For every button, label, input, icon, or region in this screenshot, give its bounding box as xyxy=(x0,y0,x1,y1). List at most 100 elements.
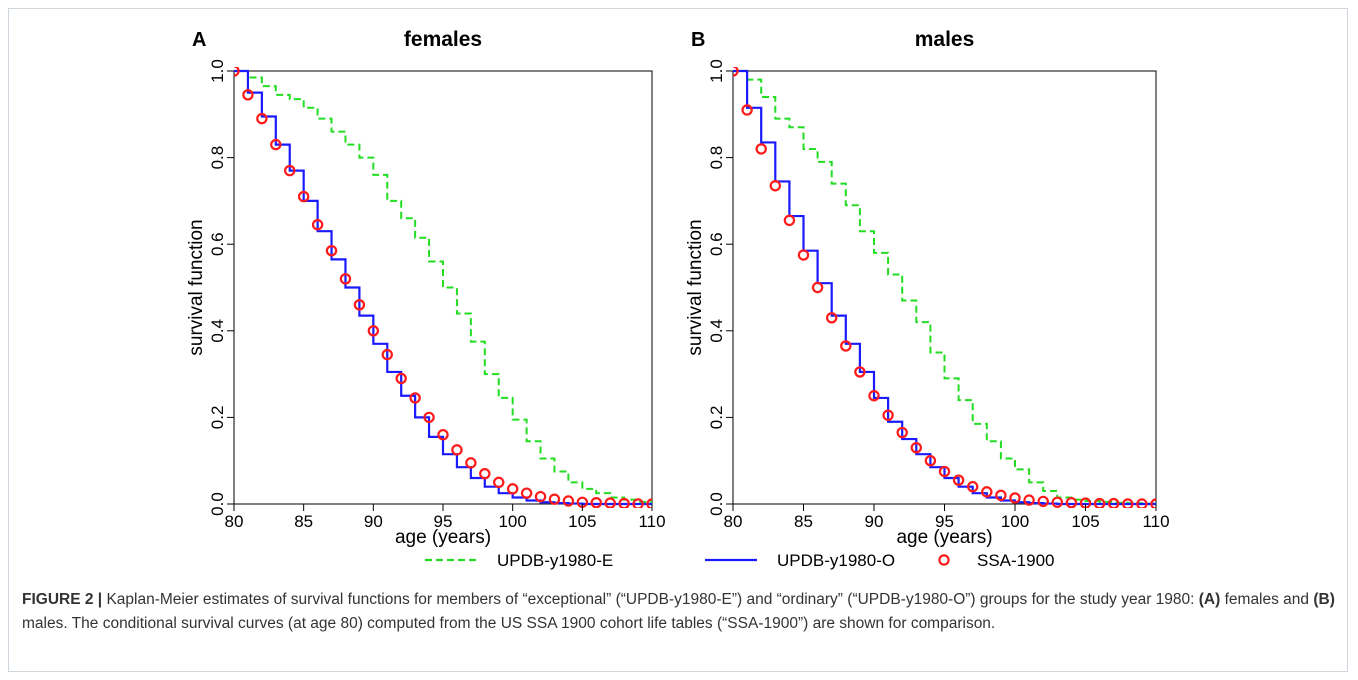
y-axis-label: survival function xyxy=(685,219,706,355)
point-ssa-1900 xyxy=(967,480,979,493)
y-axis-label: survival function xyxy=(186,219,207,355)
x-tick-label: 110 xyxy=(1142,512,1169,531)
y-tick-label: 0.6 xyxy=(707,232,726,256)
point-ssa-1900 xyxy=(242,89,254,101)
x-tick-label: 100 xyxy=(498,512,526,531)
point-ssa-1900 xyxy=(465,457,477,469)
x-tick-label: 90 xyxy=(865,512,884,531)
legend: UPDB-y1980-E UPDB-y1980-O SSA-1900 xyxy=(425,551,1055,570)
y-tick-label: 0.0 xyxy=(707,492,726,516)
point-ssa-1900 xyxy=(367,325,380,337)
legend-label-ssa-1900: SSA-1900 xyxy=(977,551,1055,570)
plot-frame xyxy=(732,70,1157,505)
point-ssa-1900 xyxy=(646,498,652,508)
point-ssa-1900 xyxy=(562,495,575,507)
figure-frame xyxy=(8,8,1348,672)
x-tick-label: 85 xyxy=(294,512,313,531)
series-line-updb-y1980-e xyxy=(733,70,1156,505)
x-tick-label: 95 xyxy=(935,512,954,531)
point-ssa-1900 xyxy=(811,281,824,294)
point-ssa-1900 xyxy=(1150,498,1156,508)
point-ssa-1900 xyxy=(284,164,296,177)
point-ssa-1900 xyxy=(353,299,366,311)
y-tick-label: 1.0 xyxy=(208,59,227,83)
point-ssa-1900 xyxy=(479,467,491,480)
point-ssa-1900 xyxy=(769,180,782,192)
point-ssa-1900 xyxy=(270,138,282,151)
caption-panel-b: (B) xyxy=(1313,591,1335,608)
point-ssa-1900 xyxy=(590,497,602,508)
legend-label-updb-y1980-o: UPDB-y1980-O xyxy=(777,551,895,570)
point-ssa-1900 xyxy=(981,486,993,498)
x-tick-label: 105 xyxy=(568,512,596,531)
y-tick-label: 0.2 xyxy=(208,406,227,430)
point-ssa-1900 xyxy=(311,219,324,231)
point-ssa-1900 xyxy=(520,487,533,499)
point-ssa-1900 xyxy=(256,112,268,125)
x-tick-label: 80 xyxy=(225,512,244,531)
point-ssa-1900 xyxy=(297,190,310,203)
x-axis-label: age (years) xyxy=(395,527,491,548)
data-layer xyxy=(234,67,652,508)
point-ssa-1900 xyxy=(451,444,463,456)
point-ssa-1900 xyxy=(840,340,852,352)
x-tick-label: 110 xyxy=(638,512,665,531)
legend-label-updb-y1980-e: UPDB-y1980-E xyxy=(497,551,613,570)
point-ssa-1900 xyxy=(783,214,796,227)
point-ssa-1900 xyxy=(604,497,616,508)
point-ssa-1900 xyxy=(493,476,505,489)
caption-label: FIGURE 2 | xyxy=(22,591,103,608)
caption-text-1: Kaplan-Meier estimates of survival funct… xyxy=(102,591,1199,608)
x-tick-label: 100 xyxy=(1001,512,1029,531)
point-ssa-1900 xyxy=(1051,496,1064,508)
point-ssa-1900 xyxy=(741,104,753,116)
point-ssa-1900 xyxy=(1065,497,1078,508)
point-ssa-1900 xyxy=(1023,494,1035,506)
point-ssa-1900 xyxy=(1093,497,1106,508)
point-ssa-1900 xyxy=(1108,497,1120,508)
point-ssa-1900 xyxy=(548,493,561,505)
chart-title: males xyxy=(915,28,975,51)
x-axis-label: age (years) xyxy=(896,527,992,548)
series-line-updb-y1980-o xyxy=(733,69,1156,506)
point-ssa-1900 xyxy=(437,429,449,441)
caption-text-3: males. The conditional survival curves (… xyxy=(22,615,996,632)
point-ssa-1900 xyxy=(339,273,352,285)
point-ssa-1900 xyxy=(868,390,880,402)
panel-label: B xyxy=(691,29,705,51)
caption-text-2: females and xyxy=(1220,591,1314,608)
point-ssa-1900 xyxy=(1136,498,1148,508)
point-ssa-1900 xyxy=(618,497,630,508)
point-ssa-1900 xyxy=(325,244,338,257)
point-ssa-1900 xyxy=(826,312,838,324)
point-ssa-1900 xyxy=(882,409,894,421)
y-tick-label: 0.2 xyxy=(707,406,726,430)
data-layer xyxy=(733,67,1156,508)
figure-caption: FIGURE 2 | Kaplan-Meier estimates of sur… xyxy=(22,588,1338,636)
caption-panel-a: (A) xyxy=(1198,591,1221,608)
y-tick-label: 1.0 xyxy=(707,59,726,83)
x-tick-label: 85 xyxy=(794,512,813,531)
chart-title: females xyxy=(404,28,482,51)
x-tick-label: 95 xyxy=(434,512,453,531)
legend-marker-ssa-1900 xyxy=(938,554,950,566)
point-ssa-1900 xyxy=(381,348,393,361)
point-ssa-1900 xyxy=(797,249,810,261)
point-ssa-1900 xyxy=(733,67,739,77)
point-ssa-1900 xyxy=(234,67,240,77)
point-ssa-1900 xyxy=(938,465,951,478)
y-tick-label: 0.0 xyxy=(208,492,227,516)
x-tick-label: 105 xyxy=(1071,512,1099,531)
y-tick-label: 0.8 xyxy=(707,146,726,170)
point-ssa-1900 xyxy=(632,498,644,508)
point-ssa-1900 xyxy=(755,143,767,155)
panel-label: A xyxy=(192,29,206,51)
point-ssa-1900 xyxy=(995,489,1007,502)
point-ssa-1900 xyxy=(854,366,866,378)
point-ssa-1900 xyxy=(395,372,407,385)
point-ssa-1900 xyxy=(924,455,937,467)
point-ssa-1900 xyxy=(506,483,519,495)
point-ssa-1900 xyxy=(1009,492,1021,504)
